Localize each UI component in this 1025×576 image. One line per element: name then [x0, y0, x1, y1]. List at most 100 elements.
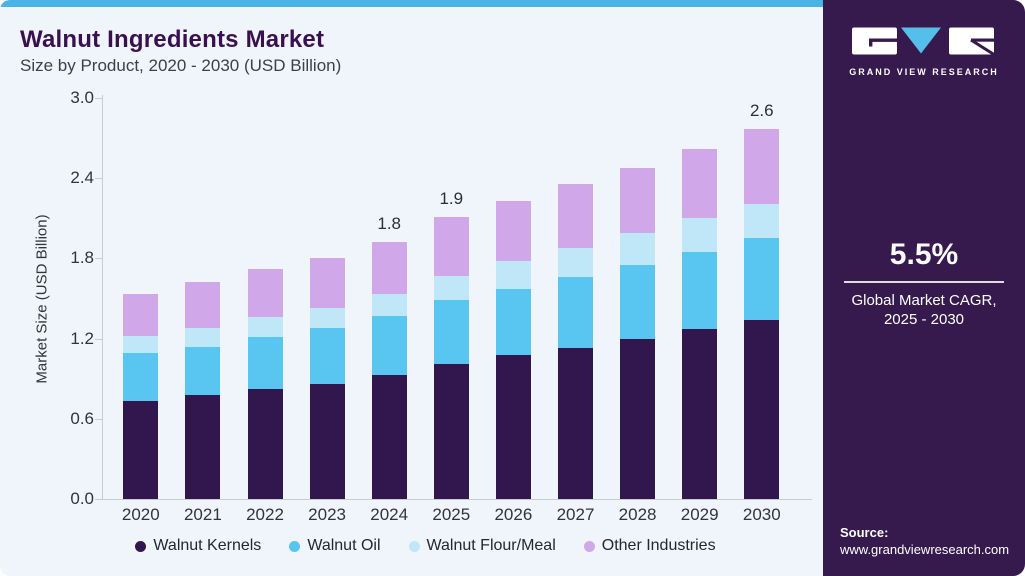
- bar-2024-walnut-flour-meal: [371, 294, 407, 316]
- chart-title: Walnut Ingredients Market: [20, 26, 325, 53]
- legend-label: Walnut Oil: [307, 537, 381, 554]
- source-block: Source: www.grandviewresearch.com: [840, 524, 1009, 558]
- y-tick-mark: [95, 178, 102, 180]
- x-tick-label: 2027: [556, 505, 595, 524]
- bar-2026-walnut-flour-meal: [495, 261, 531, 290]
- y-tick-label: 1.2: [70, 328, 94, 348]
- source-url: www.grandviewresearch.com: [840, 542, 1010, 557]
- x-axis: [102, 499, 812, 500]
- x-tick-label: 2022: [246, 505, 284, 524]
- legend-dot: [583, 540, 595, 552]
- legend-item-walnut-flour-meal: Walnut Flour/Meal: [408, 537, 556, 555]
- bar-2022-walnut-oil: [247, 337, 283, 390]
- y-tick-mark: [95, 338, 102, 340]
- x-tick-label: 2024: [370, 505, 409, 524]
- bar-total-label-2025: 1.9: [439, 188, 464, 208]
- bar-total-label-2024: 1.8: [377, 214, 401, 234]
- legend-label: Walnut Flour/Meal: [426, 537, 556, 554]
- legend-dot: [135, 540, 147, 552]
- bar-2020-walnut-kernels: [123, 401, 159, 499]
- legend-item-other-industries: Other Industries: [583, 537, 716, 555]
- x-tick-label: 2028: [618, 505, 657, 524]
- cagr-divider: [844, 281, 1004, 283]
- bar-2030-walnut-oil: [744, 238, 780, 320]
- top-accent-strip: [0, 0, 823, 7]
- chart-subtitle: Size by Product, 2020 - 2030 (USD Billio…: [20, 56, 342, 75]
- x-tick-label: 2030: [742, 505, 781, 524]
- bar-2029-walnut-oil: [682, 251, 718, 330]
- legend-label: Other Industries: [601, 537, 716, 554]
- legend-dot: [289, 540, 301, 552]
- y-tick-label: 3.0: [70, 88, 94, 107]
- bar-2026-walnut-kernels: [495, 354, 531, 499]
- bar-2023-walnut-flour-meal: [309, 307, 345, 328]
- bar-2023-walnut-kernels: [309, 384, 345, 499]
- bar-2028-other-industries: [620, 167, 656, 233]
- bar-total-label-2030: 2.6: [749, 100, 774, 120]
- logo-v-triangle: [901, 27, 941, 54]
- bar-2021-walnut-kernels: [185, 394, 221, 499]
- bar-2029-other-industries: [682, 148, 718, 219]
- bar-2020-walnut-flour-meal: [123, 335, 159, 354]
- x-tick-label: 2025: [432, 505, 471, 524]
- brand-sidebar: GRAND VIEW RESEARCH 5.5% Global Market C…: [823, 0, 1025, 576]
- gvr-logo: GRAND VIEW RESEARCH: [823, 27, 1025, 77]
- bar-2026-walnut-oil: [495, 289, 531, 355]
- y-axis: [102, 95, 103, 499]
- bar-2024-walnut-kernels: [371, 374, 407, 499]
- bar-2029-walnut-kernels: [682, 329, 718, 499]
- y-tick-label: 2.4: [70, 168, 94, 188]
- bar-2028-walnut-flour-meal: [620, 233, 656, 266]
- cagr-callout: 5.5% Global Market CAGR, 2025 - 2030: [823, 238, 1025, 329]
- x-tick-label: 2026: [494, 505, 533, 524]
- bar-2023-walnut-oil: [309, 327, 345, 385]
- bar-2022-other-industries: [247, 269, 283, 318]
- bar-2027-walnut-oil: [558, 277, 593, 348]
- x-tick-label: 2023: [308, 505, 346, 524]
- chart-card: Walnut Ingredients Market Size by Produc…: [0, 0, 823, 576]
- bar-2030-walnut-flour-meal: [744, 203, 780, 239]
- y-tick-mark: [95, 499, 102, 500]
- bar-2024-other-industries: [371, 242, 407, 295]
- y-tick-mark: [95, 258, 102, 260]
- bar-2027-walnut-kernels: [558, 347, 593, 499]
- y-tick-mark: [95, 98, 102, 99]
- bar-2022-walnut-flour-meal: [247, 317, 283, 338]
- bar-2021-other-industries: [185, 282, 221, 328]
- bar-2027-walnut-flour-meal: [558, 247, 593, 278]
- y-axis-title: Market Size (USD Billion): [33, 214, 51, 384]
- legend-dot: [408, 540, 420, 552]
- source-label: Source:: [840, 525, 889, 540]
- bar-2029-walnut-flour-meal: [682, 218, 718, 252]
- bar-2028-walnut-kernels: [620, 338, 656, 499]
- bar-2028-walnut-oil: [620, 265, 656, 339]
- gvr-logo-icon: [852, 27, 995, 56]
- y-tick-label: 1.8: [70, 248, 94, 268]
- brand-name: GRAND VIEW RESEARCH: [849, 67, 999, 77]
- legend-item-walnut-kernels: Walnut Kernels: [135, 537, 261, 555]
- y-tick-label: 0.6: [70, 408, 94, 428]
- x-tick-label: 2029: [680, 505, 719, 524]
- cagr-value: 5.5%: [889, 238, 959, 271]
- cagr-caption-line1: Global Market CAGR,: [851, 292, 997, 309]
- bar-2023-other-industries: [309, 258, 345, 308]
- stacked-bar-plot: Market Size (USD Billion) 0.0 0.6 1.2 1.8 2.…: [33, 88, 812, 524]
- y-tick-mark: [95, 418, 102, 420]
- bar-2027-other-industries: [558, 183, 593, 248]
- bar-2021-walnut-flour-meal: [185, 327, 221, 347]
- cagr-caption-line2: 2025 - 2030: [883, 311, 965, 328]
- bar-2026-other-industries: [495, 200, 531, 262]
- bar-2025-walnut-oil: [433, 299, 469, 364]
- x-tick-label: 2021: [183, 505, 222, 524]
- y-tick-label: 0.0: [70, 489, 94, 508]
- x-tick-label: 2020: [121, 505, 160, 524]
- bar-2020-other-industries: [123, 294, 159, 336]
- legend-label: Walnut Kernels: [153, 537, 262, 554]
- bar-2021-walnut-oil: [185, 346, 221, 395]
- bar-2025-walnut-flour-meal: [433, 275, 469, 300]
- bar-2020-walnut-oil: [123, 353, 159, 402]
- bar-2025-walnut-kernels: [433, 363, 469, 499]
- bar-2022-walnut-kernels: [247, 389, 283, 499]
- bar-2030-walnut-kernels: [744, 319, 780, 499]
